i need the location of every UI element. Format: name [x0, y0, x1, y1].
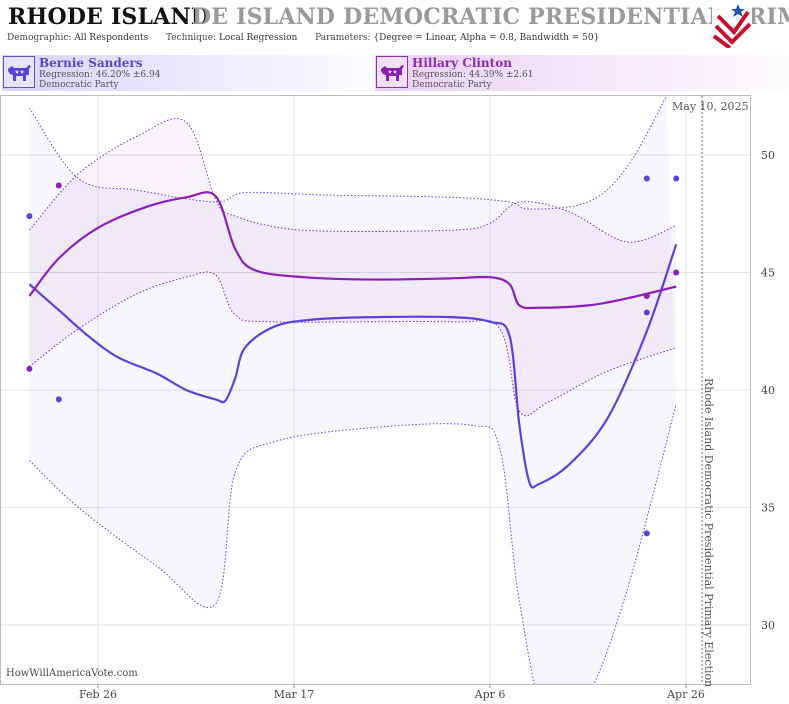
candidate-name[interactable]: Hillary Clinton: [412, 56, 512, 70]
poll-point-clinton: [55, 182, 62, 189]
parameters-label: Parameters:: [315, 33, 371, 43]
page-title: RHODE ISLAND: [8, 4, 211, 30]
poll-point-sanders: [673, 175, 680, 182]
candidate-card-clinton[interactable]: Hillary Clinton Regression: 44.39% ±2.61…: [375, 55, 788, 91]
candidate-party: Democratic Party: [39, 80, 119, 90]
band-lower-clinton: [29, 271, 677, 417]
democrat-donkey-icon: [3, 56, 35, 88]
trend-line-sanders: [28, 243, 678, 489]
candidate-regression: Regression: 44.39% ±2.61: [412, 70, 534, 80]
confidence-band-clinton: [29, 118, 677, 416]
y-tick-label: 40: [761, 384, 775, 397]
candidate-party: Democratic Party: [412, 80, 492, 90]
page-title-scroll: DE ISLAND DEMOCRATIC PRESIDENTIAL PRIMA: [192, 4, 789, 30]
y-tick-label: 30: [761, 619, 775, 632]
x-tick-label: Apr 26: [666, 688, 705, 701]
poll-point-clinton: [643, 293, 650, 299]
band-upper-clinton: [29, 118, 677, 243]
parameters-line: Demographic: All Respondents Technique: …: [7, 33, 599, 43]
candidate-card-sanders[interactable]: Bernie Sanders Regression: 46.20% ±6.94 …: [2, 55, 376, 91]
poll-point-sanders: [643, 175, 650, 182]
series-layer: [26, 96, 680, 684]
candidate-name[interactable]: Bernie Sanders: [39, 56, 143, 70]
trend-line-clinton: [28, 191, 677, 310]
candidate-regression: Regression: 46.20% ±6.94: [39, 70, 161, 80]
demographic-label: Demographic:: [7, 33, 72, 43]
band-lower-sanders: [29, 403, 677, 684]
poll-point-sanders: [55, 396, 62, 403]
democrat-donkey-icon: [376, 56, 408, 88]
poll-point-sanders: [643, 530, 650, 537]
y-tick-label: 50: [761, 149, 775, 162]
site-logo-icon[interactable]: [712, 2, 752, 50]
demographic-value: All Respondents: [74, 33, 149, 43]
technique-label: Technique:: [166, 33, 217, 43]
x-tick-label: Apr 6: [474, 688, 506, 701]
poll-point-sanders: [26, 213, 33, 220]
poll-point-sanders: [643, 309, 650, 316]
x-tick-label: Feb 26: [79, 688, 117, 701]
x-tick-label: Mar 17: [274, 688, 315, 701]
y-tick-label: 35: [761, 502, 775, 515]
poll-point-clinton: [673, 269, 680, 276]
poll-point-clinton: [26, 365, 33, 372]
date-stamp: May 10, 2025: [672, 100, 749, 113]
y-tick-label: 45: [761, 267, 775, 280]
plot-area: [0, 95, 751, 685]
watermark[interactable]: HowWillAmericaVote.com: [6, 668, 138, 679]
title-bar: RHODE ISLAND DE ISLAND DEMOCRATIC PRESID…: [0, 0, 789, 34]
technique-value: Local Regression: [218, 33, 298, 43]
event-marker-label: Rhode Island Democratic Presidential Pri…: [702, 378, 715, 687]
parameters-value: {Degree = Linear, Alpha = 0.8, Bandwidth…: [373, 33, 600, 43]
confidence-band-sanders: [29, 96, 677, 684]
